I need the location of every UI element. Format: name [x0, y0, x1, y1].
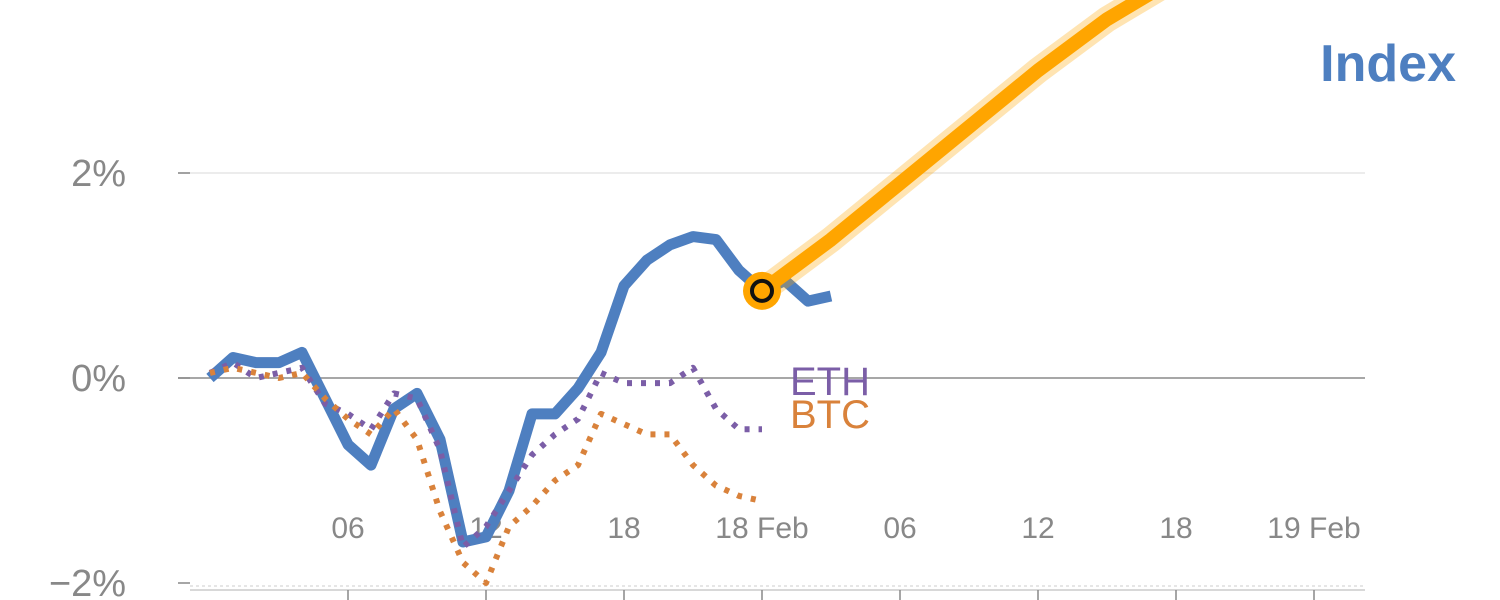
x-tick-label: 18 — [1159, 512, 1192, 545]
current-point-ring — [750, 278, 774, 303]
series — [206, 0, 1165, 586]
series-label-btc: BTC — [790, 393, 870, 437]
series-line-btc — [209, 364, 763, 586]
grid — [178, 172, 1365, 587]
x-tick-label: 06 — [883, 512, 916, 545]
x-tick-label: 12 — [1021, 512, 1054, 545]
current-point-marker — [743, 271, 781, 310]
chart-title: Index — [1320, 35, 1456, 93]
x-tick-label: 18 Feb — [715, 512, 808, 545]
y-tick-label: 0% — [71, 358, 126, 400]
y-tick-label: −2% — [49, 563, 126, 600]
forecast-line — [757, 0, 1154, 297]
series-line-eth — [208, 359, 762, 551]
index-line — [206, 231, 833, 548]
x-tick-label: 19 Feb — [1267, 512, 1360, 545]
series-label-eth: ETH — [790, 360, 870, 404]
y-tick-label: 2% — [71, 153, 126, 195]
x-tick-label: 06 — [331, 512, 364, 545]
x-tick-label: 18 — [607, 512, 640, 545]
